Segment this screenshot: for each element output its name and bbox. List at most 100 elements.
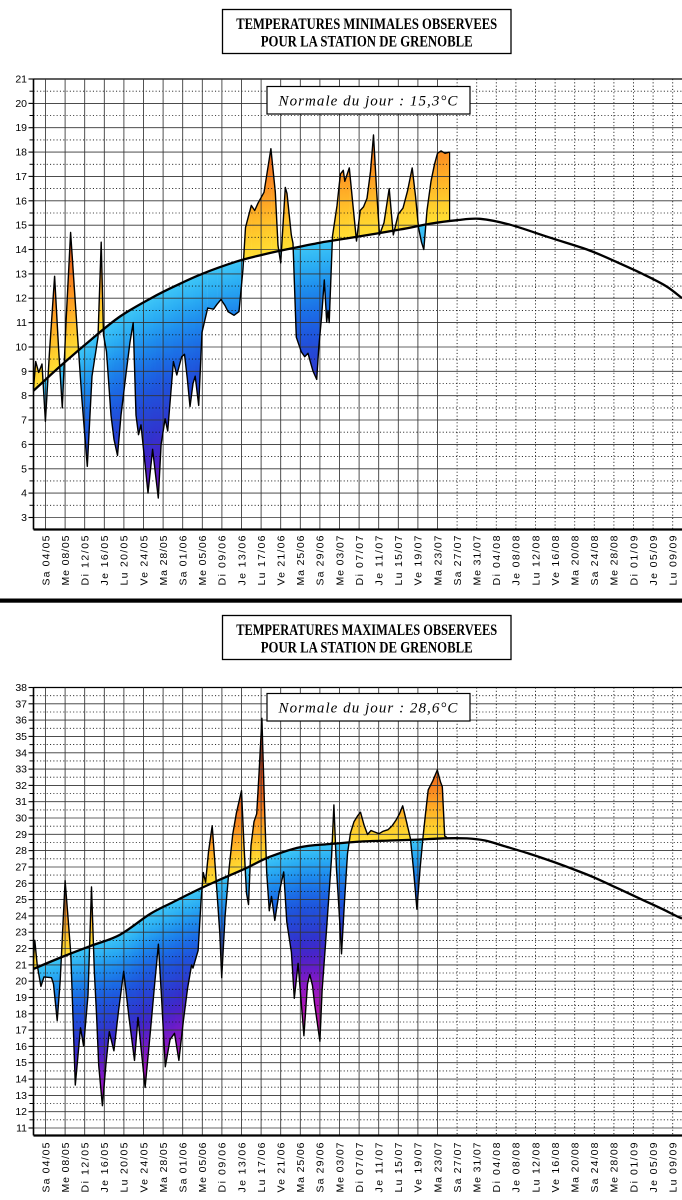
svg-text:Me 31/07: Me 31/07 [472,535,484,585]
svg-text:29: 29 [15,829,27,841]
svg-text:37: 37 [15,698,27,710]
svg-text:Je 11/07: Je 11/07 [374,1142,386,1192]
svg-text:18: 18 [15,147,27,159]
svg-text:13: 13 [15,1090,27,1102]
svg-text:Ve 24/05: Ve 24/05 [138,1142,150,1192]
svg-text:31: 31 [15,796,27,808]
svg-text:Di 01/09: Di 01/09 [628,1142,640,1192]
svg-text:Ve 21/06: Ve 21/06 [276,535,288,585]
svg-text:Ma 23/07: Ma 23/07 [432,535,444,585]
svg-text:Ve 16/08: Ve 16/08 [550,535,562,585]
svg-text:Di 09/06: Di 09/06 [217,1142,229,1192]
svg-text:Di 12/05: Di 12/05 [80,535,92,585]
svg-text:19: 19 [15,122,27,134]
svg-text:27: 27 [15,862,27,874]
svg-text:23: 23 [15,927,27,939]
svg-text:Ve 24/05: Ve 24/05 [138,535,150,585]
svg-text:Normale du jour : 15,3°C: Normale du jour : 15,3°C [278,94,459,110]
svg-text:9: 9 [21,366,27,378]
svg-text:Lu 12/08: Lu 12/08 [530,535,542,585]
svg-text:Ma 20/08: Ma 20/08 [570,1142,582,1192]
svg-text:Ve 19/07: Ve 19/07 [413,535,425,585]
svg-text:Me 31/07: Me 31/07 [472,1142,484,1192]
svg-text:24: 24 [15,910,27,922]
svg-text:32: 32 [15,780,27,792]
svg-text:5: 5 [21,463,27,475]
svg-text:Di 12/05: Di 12/05 [80,1142,92,1192]
svg-text:21: 21 [15,959,27,971]
svg-text:28: 28 [15,845,27,857]
svg-text:35: 35 [15,731,27,743]
svg-text:20: 20 [15,98,27,110]
svg-text:Me 03/07: Me 03/07 [334,1142,346,1192]
svg-text:Lu 20/05: Lu 20/05 [119,1142,131,1192]
svg-text:Ma 28/05: Ma 28/05 [158,535,170,585]
svg-text:4: 4 [21,488,27,500]
svg-text:Lu 09/09: Lu 09/09 [668,535,680,585]
svg-text:Lu 17/06: Lu 17/06 [256,535,268,585]
svg-text:Je 08/08: Je 08/08 [511,535,523,585]
svg-text:Lu 09/09: Lu 09/09 [668,1142,680,1192]
svg-text:11: 11 [16,1123,27,1135]
svg-text:6: 6 [21,439,27,451]
svg-text:22: 22 [15,943,27,955]
svg-text:Lu 17/06: Lu 17/06 [256,1142,268,1192]
svg-text:14: 14 [15,1074,27,1086]
svg-text:16: 16 [15,195,27,207]
svg-text:11: 11 [16,317,27,329]
svg-text:Di 07/07: Di 07/07 [354,535,366,585]
svg-text:Je 05/09: Je 05/09 [648,1142,660,1192]
svg-text:Lu 20/05: Lu 20/05 [119,535,131,585]
svg-text:Me 03/07: Me 03/07 [334,535,346,585]
svg-text:33: 33 [15,764,27,776]
svg-text:Me 05/06: Me 05/06 [197,1142,209,1192]
svg-text:Lu 15/07: Lu 15/07 [393,535,405,585]
svg-text:Di 01/09: Di 01/09 [628,535,640,585]
svg-text:Di 04/08: Di 04/08 [491,1142,503,1192]
svg-text:7: 7 [21,415,27,427]
svg-text:Di 04/08: Di 04/08 [491,535,503,585]
svg-text:Me 05/06: Me 05/06 [197,535,209,585]
svg-text:17: 17 [15,1025,27,1037]
svg-text:8: 8 [21,390,27,402]
svg-text:15: 15 [15,1057,27,1069]
svg-text:38: 38 [15,682,27,694]
svg-text:Ma 25/06: Ma 25/06 [295,535,307,585]
svg-text:Je 13/06: Je 13/06 [236,1142,248,1192]
svg-text:Ma 23/07: Ma 23/07 [432,1142,444,1192]
svg-text:Normale du jour : 28,6°C: Normale du jour : 28,6°C [278,701,459,717]
svg-text:21: 21 [15,74,27,86]
svg-text:Me 08/05: Me 08/05 [60,1142,72,1192]
svg-text:26: 26 [15,878,27,890]
svg-text:TEMPERATURES MAXIMALES OBSERVE: TEMPERATURES MAXIMALES OBSERVEES [236,622,497,639]
svg-text:13: 13 [15,268,27,280]
svg-text:Je 13/06: Je 13/06 [236,535,248,585]
svg-text:Je 16/05: Je 16/05 [99,535,111,585]
svg-text:Lu 12/08: Lu 12/08 [530,1142,542,1192]
svg-text:Ve 16/08: Ve 16/08 [550,1142,562,1192]
svg-text:Ve 21/06: Ve 21/06 [276,1142,288,1192]
svg-text:Ve 19/07: Ve 19/07 [413,1142,425,1192]
svg-text:16: 16 [15,1041,27,1053]
svg-text:Je 16/05: Je 16/05 [99,1142,111,1192]
svg-text:10: 10 [15,342,27,354]
svg-text:POUR LA STATION DE GRENOBLE: POUR LA STATION DE GRENOBLE [261,34,473,51]
svg-text:25: 25 [15,894,27,906]
svg-text:12: 12 [15,293,27,305]
svg-text:Je 05/09: Je 05/09 [648,535,660,585]
svg-text:Je 11/07: Je 11/07 [374,535,386,585]
svg-text:Ma 25/06: Ma 25/06 [295,1142,307,1192]
svg-text:Ma 28/05: Ma 28/05 [158,1142,170,1192]
svg-text:Me 28/08: Me 28/08 [609,1142,621,1192]
svg-text:14: 14 [15,244,27,256]
svg-text:Di 09/06: Di 09/06 [217,535,229,585]
svg-text:Di 07/07: Di 07/07 [354,1142,366,1192]
svg-text:34: 34 [15,747,27,759]
svg-text:17: 17 [15,171,27,183]
svg-text:30: 30 [15,813,27,825]
svg-text:20: 20 [15,976,27,988]
svg-text:POUR LA STATION DE GRENOBLE: POUR LA STATION DE GRENOBLE [261,640,473,657]
svg-text:TEMPERATURES MINIMALES OBSERVE: TEMPERATURES MINIMALES OBSERVEES [236,16,497,33]
svg-text:Lu 15/07: Lu 15/07 [393,1142,405,1192]
svg-text:15: 15 [15,220,27,232]
